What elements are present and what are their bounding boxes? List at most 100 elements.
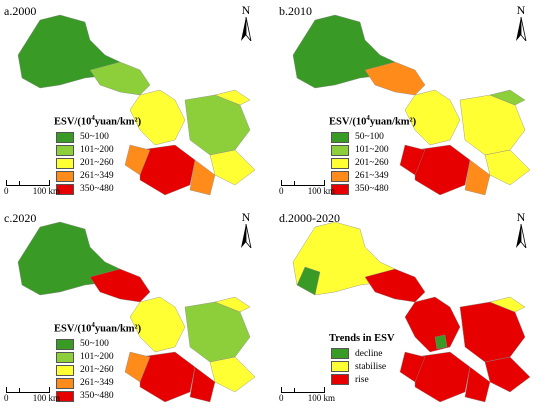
legend-swatch — [331, 348, 349, 359]
scale-bar-line — [281, 387, 325, 393]
legend-swatch — [331, 170, 349, 182]
legend: ESV/(104yuan/km²) 50~100 101~200 201~260… — [329, 114, 416, 196]
region-west-green-d — [296, 266, 321, 296]
scale-bar: 0 100 km — [4, 180, 60, 196]
legend-label: 350~480 — [80, 391, 114, 401]
scale-dist: 100 km — [32, 393, 60, 403]
legend-item: 350~480 — [329, 183, 416, 196]
region-south-a — [139, 144, 196, 196]
map-a — [17, 14, 256, 196]
region-sw-c — [124, 351, 151, 383]
legend-item: 350~480 — [54, 183, 141, 196]
legend-title: ESV/(104yuan/km²) — [329, 114, 417, 128]
region-mid-d — [404, 296, 461, 353]
north-letter: N — [241, 3, 251, 17]
legend-title: ESV/(104yuan/km²) — [54, 321, 142, 335]
scale-bar-line — [281, 180, 325, 186]
region-ne-d — [489, 296, 526, 313]
legend-item: rise — [329, 373, 395, 386]
legend-swatch — [56, 157, 74, 169]
region-sw-a — [124, 144, 151, 176]
legend-label: 350~480 — [355, 184, 389, 194]
legend-swatch — [331, 157, 349, 169]
legend-item: 201~260 — [54, 364, 141, 377]
legend-title: ESV/(104yuan/km²) — [54, 114, 142, 128]
region-east2-d — [484, 356, 531, 393]
scale-zero: 0 — [279, 393, 284, 403]
scale-bar-line — [6, 180, 50, 186]
legend-swatch — [56, 390, 74, 402]
region-se-b — [464, 159, 491, 196]
legend-swatch — [56, 170, 74, 182]
legend-label: 101~200 — [355, 145, 389, 155]
panel-title: d.2000-2020 — [279, 211, 340, 225]
legend-item: 50~100 — [54, 338, 141, 351]
legend-label: 261~349 — [80, 171, 114, 181]
north-arrow: N — [235, 4, 257, 44]
legend-item: 261~349 — [54, 170, 141, 183]
scale-bar: 0 100 km — [279, 180, 335, 196]
legend-label: stabilise — [355, 361, 387, 372]
legend-item: 261~349 — [54, 377, 141, 390]
scale-zero: 0 — [4, 393, 9, 403]
panel-title: b.2010 — [279, 4, 312, 18]
legend-swatch — [56, 183, 74, 195]
legend-item: 201~260 — [329, 157, 416, 170]
north-arrow: N — [510, 211, 532, 251]
legend-swatch — [56, 144, 74, 156]
legend-swatch — [56, 377, 74, 389]
panel-c-2020: c.2020 N ESV/(104yuan/km²) 50~100 101~20… — [0, 207, 275, 414]
legend: Trends in ESV decline stabilise rise — [329, 333, 395, 386]
north-arrow-icon — [516, 17, 527, 41]
legend-item: 101~200 — [54, 351, 141, 364]
region-east2-c — [209, 356, 256, 393]
legend-label: decline — [355, 348, 383, 359]
panel-title: c.2020 — [4, 211, 37, 225]
legend-item: decline — [329, 347, 395, 360]
legend-label: 261~349 — [80, 378, 114, 388]
legend-swatch — [331, 144, 349, 156]
north-arrow-icon — [516, 224, 527, 248]
legend-item: 50~100 — [329, 131, 416, 144]
legend-swatch — [56, 338, 74, 350]
legend-label: 50~100 — [80, 339, 109, 349]
scale-bar-line — [6, 387, 50, 393]
legend-item: 201~260 — [54, 157, 141, 170]
region-south-b — [414, 144, 471, 196]
region-se-c — [189, 366, 216, 403]
north-letter: N — [516, 3, 526, 17]
region-se-d — [464, 366, 491, 403]
panel-d-2000-2020: d.2000-2020 N Trends in ESV decline stab… — [275, 207, 550, 414]
legend-swatch — [56, 364, 74, 376]
legend-label: 201~260 — [355, 158, 389, 168]
north-letter: N — [516, 210, 526, 224]
legend-swatch — [331, 374, 349, 385]
region-sw-b — [399, 144, 426, 176]
panel-b-2010: b.2010 N ESV/(104yuan/km²) 50~100 101~20… — [275, 0, 550, 207]
map-d — [292, 221, 531, 403]
scale-zero: 0 — [4, 186, 9, 196]
legend-item: 261~349 — [329, 170, 416, 183]
region-ne-c — [214, 296, 251, 313]
map-c — [17, 221, 256, 403]
region-ne-a — [214, 89, 251, 106]
region-corridor-b — [364, 61, 426, 96]
region-mid-c — [129, 296, 186, 353]
region-corridor-c — [89, 268, 151, 303]
scale-dist: 100 km — [32, 186, 60, 196]
scale-dist: 100 km — [307, 393, 335, 403]
scale-bar: 0 100 km — [4, 387, 60, 403]
north-arrow-icon — [241, 224, 252, 248]
region-green-patch-d — [434, 334, 448, 350]
region-corridor-a — [89, 61, 151, 96]
legend: ESV/(104yuan/km²) 50~100 101~200 201~260… — [54, 321, 141, 403]
legend-item: 101~200 — [329, 144, 416, 157]
region-east2-b — [484, 149, 531, 186]
region-corridor-d — [364, 268, 426, 303]
region-south-d — [414, 351, 471, 403]
north-arrow: N — [510, 4, 532, 44]
scale-zero: 0 — [279, 186, 284, 196]
legend-label: rise — [355, 374, 369, 385]
legend-label: 261~349 — [355, 171, 389, 181]
